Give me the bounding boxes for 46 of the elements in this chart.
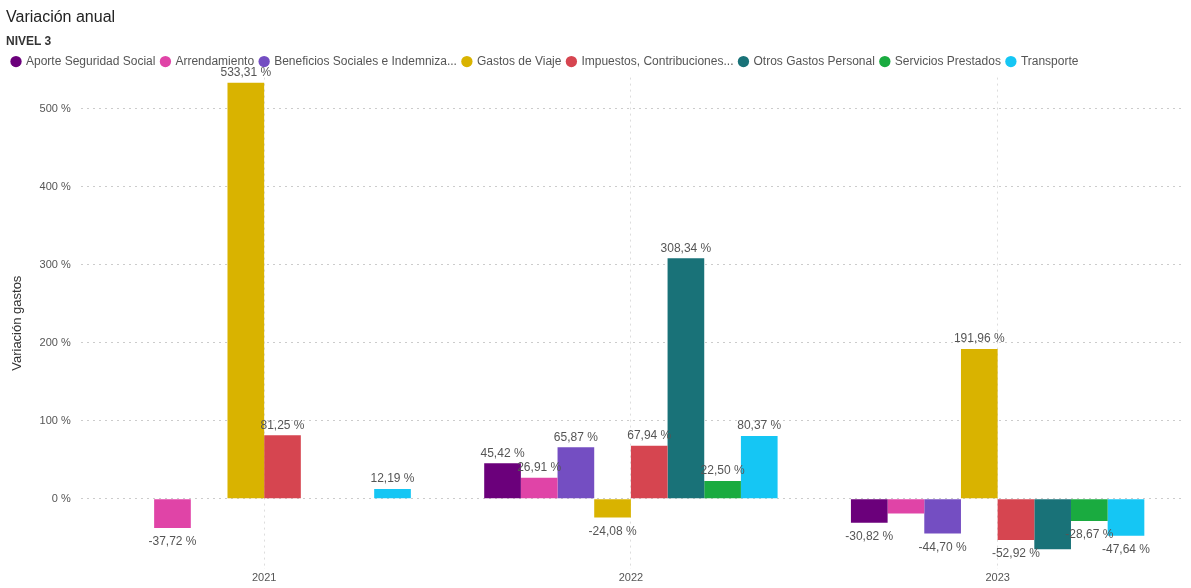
data-label: 533,31 %: [220, 65, 272, 80]
data-label: -37,72 %: [148, 534, 197, 549]
bar: [704, 481, 741, 499]
y-tick-label: 400 %: [39, 179, 71, 192]
y-tick-label: 0 %: [51, 491, 71, 504]
bar: [1070, 499, 1108, 521]
legend-label: Servicios Prestados: [894, 53, 1001, 68]
data-label: -30,82 %: [845, 528, 894, 543]
legend-label: Otros Gastos Personal: [753, 53, 875, 68]
bar: [630, 445, 668, 499]
legend-label: Impuestos, Contribuciones...: [581, 53, 734, 68]
data-label: -47,64 %: [1101, 542, 1151, 557]
data-label: 191,96 %: [953, 331, 1005, 346]
data-label: 45,42 %: [480, 445, 525, 460]
legend-label: Arrendamiento: [175, 53, 255, 68]
legend-label: Gastos de Viaje: [476, 53, 562, 68]
y-tick-label: 200 %: [39, 335, 71, 348]
data-label: -44,70 %: [918, 539, 967, 554]
y-tick-label: 100 %: [39, 413, 71, 426]
x-tick-label: 2021: [251, 571, 277, 584]
chart-title: Variación anual: [6, 8, 116, 26]
data-label: -24,08 %: [588, 523, 637, 538]
bar: [924, 499, 961, 534]
legend-label: Transporte: [1020, 53, 1079, 68]
bar: [594, 499, 631, 518]
y-axis-title: Variación gastos: [9, 275, 25, 371]
data-label: 12,19 %: [370, 471, 415, 486]
legend-title: NIVEL 3: [6, 33, 52, 48]
data-label: 308,34 %: [660, 240, 712, 255]
data-label: 65,87 %: [553, 429, 599, 444]
bar: [850, 499, 888, 523]
bar: [960, 348, 998, 499]
legend-label: Beneficios Sociales e Indemniza...: [274, 53, 457, 68]
x-tick-label: 2023: [985, 571, 1010, 584]
bar: [997, 499, 1035, 540]
y-tick-label: 500 %: [39, 101, 71, 114]
bar: [374, 489, 411, 499]
x-tick-label: 2022: [618, 571, 644, 584]
y-tick-label: 300 %: [39, 257, 71, 270]
bar: [887, 499, 925, 514]
legend-label: Aporte Seguridad Social: [26, 53, 156, 68]
bar: [520, 477, 558, 499]
bar: [264, 435, 301, 499]
data-label: -52,92 %: [991, 546, 1041, 561]
data-label: 80,37 %: [737, 418, 782, 433]
bar: [154, 499, 191, 529]
